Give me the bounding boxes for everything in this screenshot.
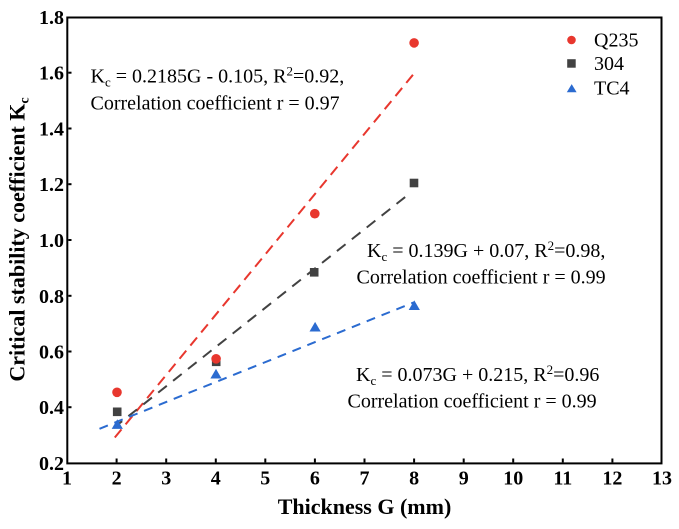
svg-text:1.4: 1.4 bbox=[39, 119, 64, 141]
svg-text:Q235: Q235 bbox=[594, 29, 638, 51]
svg-text:8: 8 bbox=[409, 468, 419, 490]
svg-text:1.6: 1.6 bbox=[39, 63, 64, 85]
svg-text:1.0: 1.0 bbox=[39, 230, 64, 252]
svg-text:Correlation coefficient r = 0.: Correlation coefficient r = 0.99 bbox=[357, 267, 606, 289]
svg-text:4: 4 bbox=[211, 468, 221, 490]
svg-text:3: 3 bbox=[161, 468, 171, 490]
svg-text:1.2: 1.2 bbox=[39, 174, 64, 196]
svg-text:0.6: 0.6 bbox=[39, 342, 64, 364]
svg-text:6: 6 bbox=[310, 468, 320, 490]
svg-text:Kc = 0.073G + 0.215, R2=0.96: Kc = 0.073G + 0.215, R2=0.96 bbox=[356, 362, 599, 388]
svg-text:1: 1 bbox=[62, 468, 72, 490]
svg-text:Correlation coefficient r = 0.: Correlation coefficient r = 0.97 bbox=[91, 92, 340, 114]
svg-text:2: 2 bbox=[112, 468, 122, 490]
svg-text:9: 9 bbox=[459, 468, 469, 490]
svg-text:12: 12 bbox=[602, 468, 622, 490]
svg-text:1.8: 1.8 bbox=[39, 7, 64, 29]
svg-text:TC4: TC4 bbox=[594, 77, 630, 99]
svg-text:Thickness G (mm): Thickness G (mm) bbox=[278, 494, 452, 519]
svg-text:0.2: 0.2 bbox=[39, 453, 64, 475]
svg-text:13: 13 bbox=[652, 468, 672, 490]
svg-text:5: 5 bbox=[260, 468, 270, 490]
svg-text:Kc = 0.139G + 0.07, R2=0.98,: Kc = 0.139G + 0.07, R2=0.98, bbox=[367, 238, 605, 264]
svg-text:0.8: 0.8 bbox=[39, 286, 64, 308]
svg-text:11: 11 bbox=[553, 468, 572, 490]
svg-text:Kc = 0.2185G - 0.105, R2=0.92,: Kc = 0.2185G - 0.105, R2=0.92, bbox=[91, 64, 345, 90]
svg-text:7: 7 bbox=[360, 468, 370, 490]
svg-text:Critical stability coefficient: Critical stability coefficient Kc bbox=[5, 97, 33, 381]
svg-text:0.4: 0.4 bbox=[39, 397, 64, 419]
svg-text:Correlation coefficient r = 0.: Correlation coefficient r = 0.99 bbox=[348, 391, 597, 413]
svg-text:10: 10 bbox=[503, 468, 523, 490]
svg-text:304: 304 bbox=[594, 53, 624, 75]
